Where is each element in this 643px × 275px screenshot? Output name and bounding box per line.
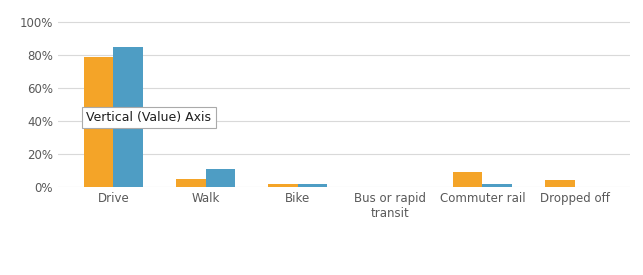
Bar — [482, 184, 512, 187]
Bar — [206, 169, 235, 187]
Bar — [545, 180, 575, 187]
Text: Vertical (Value) Axis: Vertical (Value) Axis — [86, 111, 212, 124]
Bar — [176, 179, 206, 187]
Bar — [453, 172, 482, 187]
Bar — [113, 47, 143, 187]
Bar — [84, 57, 113, 187]
Bar — [268, 184, 298, 187]
Bar — [298, 184, 327, 187]
